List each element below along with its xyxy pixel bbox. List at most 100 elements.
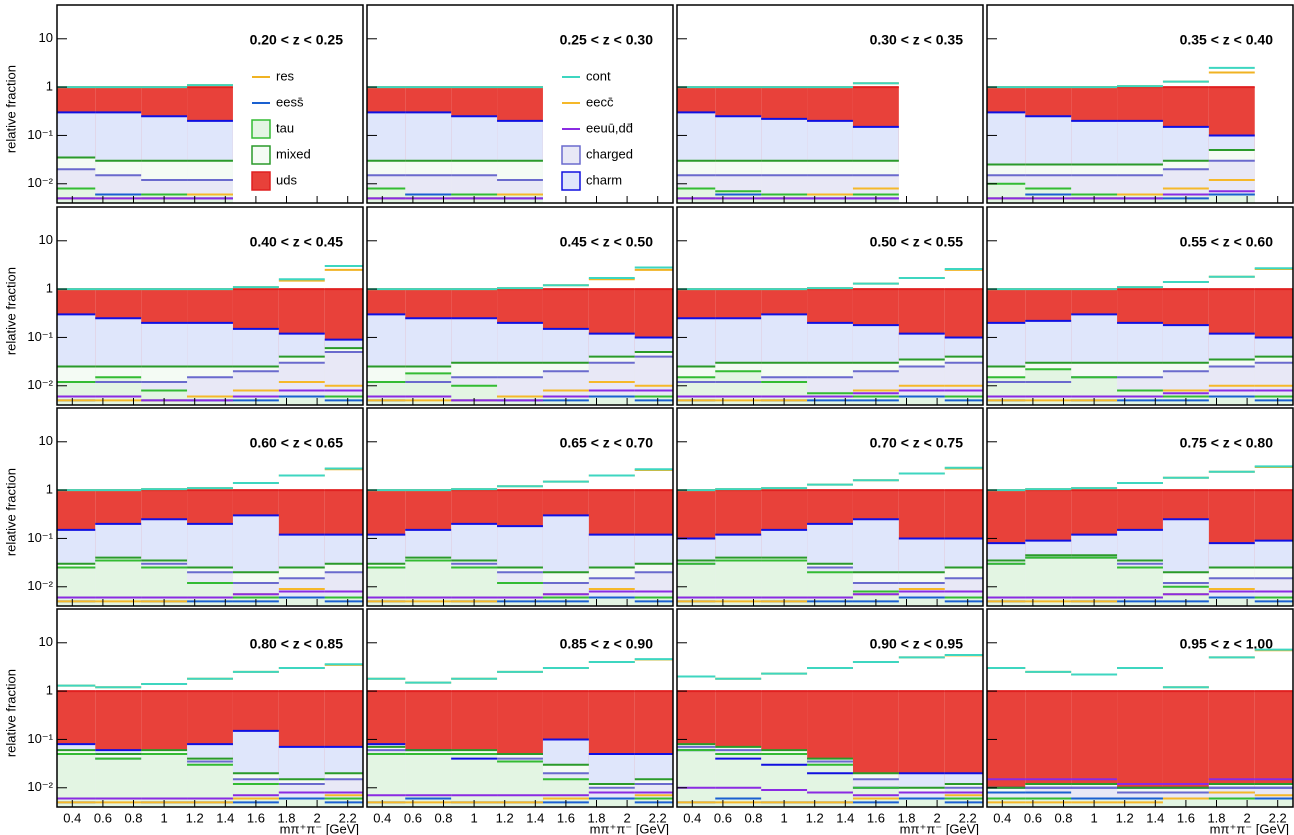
panel-title: 0.85 < z < 0.90 [560,636,654,652]
legend-label: eeuū,dd̄ [586,120,633,135]
panel [367,266,673,405]
area-bin [761,753,808,807]
y-tick-label: 1 [46,482,53,497]
panel [367,468,673,606]
panel [57,265,363,405]
y-axis-label: relative fraction [3,65,18,153]
panel-title: 0.20 < z < 0.25 [250,32,344,48]
area-bin [405,560,452,606]
panel-title: 0.40 < z < 0.45 [250,234,344,250]
x-tick-label: 1.6 [557,810,575,825]
area-bin [898,597,945,606]
x-tick-label: 1.4 [1146,810,1164,825]
area-bin [807,393,853,405]
area-bin [588,597,635,606]
x-tick-label: 1.8 [587,810,605,825]
x-tick-label: 2.2 [1269,810,1287,825]
x-tick-label: 0.4 [63,810,81,825]
panel [367,658,673,807]
y-tick-label: 1 [46,281,53,296]
y-tick-label: 10⁻² [27,578,53,593]
frame [676,407,984,607]
frame [676,206,984,406]
area-bin [497,761,543,807]
area-bin [367,753,406,807]
x-tick-label: 1.8 [1207,810,1225,825]
area-bin [1117,390,1163,405]
panel [677,653,983,807]
x-tick-label: 1 [470,810,477,825]
legend-label: tau [276,120,294,135]
frame [986,407,1294,607]
area-bin [95,560,142,606]
legend-label: res [276,68,295,83]
panel-title: 0.35 < z < 0.40 [1180,32,1274,48]
x-tick-label: 1.6 [867,810,885,825]
area-bin [588,396,635,405]
x-tick-label: 0.4 [683,810,701,825]
y-tick-label: 10⁻² [27,377,53,392]
area-bin [1208,194,1255,203]
frame [56,206,364,406]
area-bin [95,758,142,807]
panel [987,465,1293,606]
panel-title: 0.70 < z < 0.75 [870,435,964,451]
area-bin [1025,557,1072,606]
legend-label: eecc̄ [586,94,614,109]
frame [986,4,1294,204]
x-tick-label: 0.8 [124,810,142,825]
frame [366,4,674,204]
panel [677,466,983,606]
y-tick-label: 10 [39,232,53,247]
x-tick-label: 0.6 [404,810,422,825]
area-bin [1025,188,1072,203]
x-tick-label: 0.4 [373,810,391,825]
x-tick-label: 1.2 [186,810,204,825]
panel-title: 0.30 < z < 0.35 [870,32,964,48]
x-tick-label: 1.2 [1116,810,1134,825]
y-tick-label: 10⁻² [27,779,53,794]
x-tick-label: 0.8 [744,810,762,825]
x-tick-label: 2.2 [339,810,357,825]
frame [56,4,364,204]
area-bin [497,582,543,606]
area-bin [987,563,1026,606]
area-bin [898,396,945,405]
area-bin [1071,557,1118,606]
area-bin [278,597,325,606]
x-tick-label: 1 [1090,810,1097,825]
legend-label: mixed [276,146,311,161]
area-bin [367,381,406,405]
area-bin [677,563,716,606]
y-tick-label: 1 [46,79,53,94]
x-tick-label: 1.8 [277,810,295,825]
x-tick-label: 0.8 [434,810,452,825]
area-bin [588,798,635,807]
area-bin [367,188,406,203]
area-bin [898,798,945,807]
x-tick-label: 1.2 [496,810,514,825]
y-tick-label: 10⁻¹ [27,329,53,344]
area-bin [677,188,716,203]
area-bin [677,750,716,807]
area-bin [1254,798,1293,807]
x-axis-label: mπ⁺π⁻ [GeV] [280,821,359,835]
area-bin [1117,567,1163,606]
x-tick-label: 2.2 [959,810,977,825]
frame [986,206,1294,406]
x-tick-label: 1.6 [1177,810,1195,825]
panel-title: 0.50 < z < 0.55 [870,234,964,250]
area-bin [1208,396,1255,405]
x-tick-label: 0.6 [94,810,112,825]
legend-label: eess̄ [276,94,304,109]
y-tick-label: 10⁻¹ [27,731,53,746]
x-tick-label: 0.6 [1024,810,1042,825]
frame [366,608,674,808]
y-tick-label: 1 [46,683,53,698]
area-bin [1208,597,1255,606]
x-axis-label: mπ⁺π⁻ [GeV] [590,821,669,835]
area-bin [187,764,233,807]
y-axis-label: relative fraction [3,267,18,355]
area-bin [1208,798,1255,807]
area-bin [187,582,233,606]
